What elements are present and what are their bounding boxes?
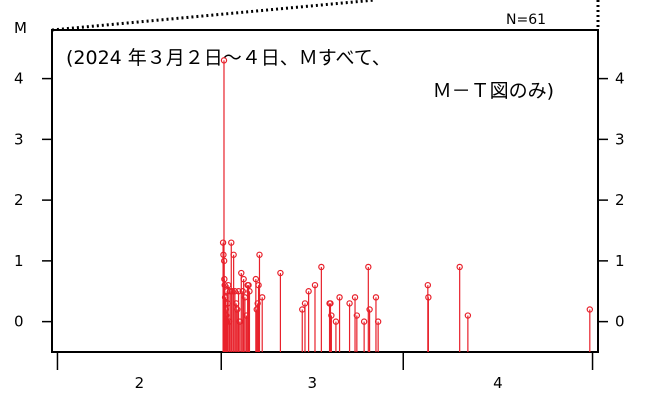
event-marker bbox=[456, 263, 463, 271]
event-marker bbox=[256, 251, 263, 258]
event-marker bbox=[246, 288, 253, 295]
event-marker bbox=[277, 269, 284, 277]
event-marker bbox=[220, 57, 228, 64]
event-marker bbox=[228, 239, 235, 246]
y-tick-label-right: 0 bbox=[615, 313, 625, 331]
y-tick-label-right: 1 bbox=[615, 252, 625, 270]
event-marker bbox=[231, 288, 239, 295]
y-tick-label-left: 2 bbox=[14, 191, 24, 209]
event-marker bbox=[351, 294, 359, 301]
event-marker bbox=[366, 306, 373, 313]
leader-line-left bbox=[51, 0, 376, 32]
x-tick-label: 4 bbox=[493, 374, 503, 392]
y-tick-label-left: 3 bbox=[14, 130, 24, 148]
event-marker bbox=[424, 281, 432, 289]
event-marker bbox=[220, 257, 228, 265]
event-stems bbox=[219, 57, 594, 352]
event-marker bbox=[239, 288, 246, 295]
event-marker bbox=[245, 281, 252, 289]
event-marker bbox=[254, 300, 261, 307]
event-marker bbox=[360, 318, 368, 325]
event-marker bbox=[365, 263, 372, 271]
event-marker bbox=[586, 306, 594, 313]
y-tick-label-left: 0 bbox=[14, 313, 24, 331]
event-marker bbox=[230, 251, 237, 258]
event-marker bbox=[219, 239, 227, 246]
event-marker bbox=[259, 294, 266, 301]
x-tick-label: 2 bbox=[135, 374, 145, 392]
event-marker bbox=[238, 269, 245, 277]
event-marker bbox=[346, 300, 353, 307]
event-marker bbox=[328, 312, 335, 319]
event-marker bbox=[318, 263, 325, 271]
event-marker bbox=[374, 318, 382, 325]
event-marker bbox=[327, 300, 334, 307]
y-tick-label-left: 1 bbox=[14, 252, 24, 270]
event-marker bbox=[311, 281, 319, 289]
event-marker bbox=[425, 294, 432, 301]
event-marker bbox=[234, 306, 241, 313]
event-marker bbox=[221, 281, 228, 289]
event-marker bbox=[305, 288, 312, 295]
annotation-line-1: (2024 年３月２日～４日、Ｍすべて、 bbox=[66, 47, 391, 69]
y-tick-label-right: 3 bbox=[615, 130, 625, 148]
y-tick-label-left: 4 bbox=[14, 70, 24, 88]
event-marker bbox=[353, 312, 361, 319]
event-marker bbox=[252, 275, 260, 283]
axes: 0 0 1 1 2 2 3 3 4 4 2 3 4 bbox=[14, 70, 625, 392]
event-marker bbox=[221, 275, 228, 283]
event-marker bbox=[336, 294, 343, 301]
x-tick-label: 3 bbox=[307, 374, 317, 392]
plot-frame bbox=[51, 29, 599, 353]
event-marker bbox=[301, 300, 309, 307]
event-marker bbox=[372, 294, 380, 301]
event-marker bbox=[220, 251, 227, 258]
y-tick-label-right: 4 bbox=[615, 70, 625, 88]
event-marker bbox=[332, 318, 340, 325]
event-marker bbox=[240, 275, 247, 283]
count-label: N=61 bbox=[506, 12, 546, 28]
event-marker bbox=[255, 281, 262, 289]
annotation-line-2: Ｍ－Ｔ図のみ) bbox=[433, 80, 554, 102]
event-marker bbox=[464, 312, 472, 319]
y-tick-label-right: 2 bbox=[615, 191, 625, 209]
y-axis-label: M bbox=[14, 19, 27, 37]
